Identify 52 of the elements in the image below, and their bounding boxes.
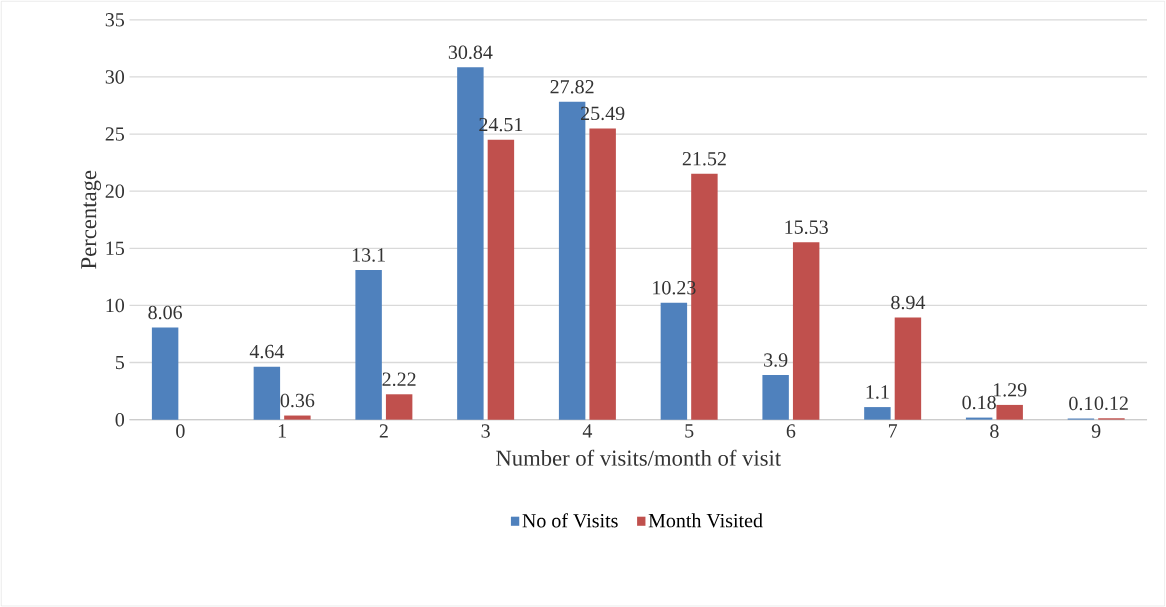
bar bbox=[487, 139, 515, 420]
y-tick-label: 30 bbox=[105, 70, 125, 84]
x-tick-label: 0 bbox=[176, 424, 185, 438]
data-label: 4.64 bbox=[249, 344, 285, 359]
data-label: 0.12 bbox=[1094, 396, 1128, 410]
bar bbox=[762, 374, 789, 420]
x-tick-label: 2 bbox=[379, 424, 388, 438]
data-label: 27.82 bbox=[550, 79, 594, 94]
x-tick-label: 3 bbox=[481, 424, 490, 438]
x-tick-label: 9 bbox=[1091, 424, 1101, 438]
data-label: 1.29 bbox=[993, 383, 1027, 397]
data-label: 2.22 bbox=[382, 372, 416, 386]
data-label: 3.9 bbox=[764, 353, 788, 367]
bar bbox=[792, 242, 820, 420]
y-tick-label: 25 bbox=[105, 127, 125, 141]
data-label: 0.1 bbox=[1069, 396, 1093, 411]
data-label: 0.36 bbox=[280, 393, 315, 408]
bar bbox=[253, 366, 281, 420]
y-tick-label: 15 bbox=[106, 241, 125, 255]
bar bbox=[589, 128, 616, 420]
legend-label: Month Visited bbox=[648, 513, 763, 528]
data-label: 15.53 bbox=[785, 220, 828, 234]
data-label: 0.18 bbox=[962, 395, 996, 410]
data-label: 8.94 bbox=[891, 295, 926, 310]
bar bbox=[996, 404, 1023, 420]
data-label: 21.52 bbox=[682, 151, 726, 166]
y-tick-label: 20 bbox=[105, 184, 125, 198]
y-tick-label: 10 bbox=[106, 298, 125, 313]
x-tick-label: 8 bbox=[990, 424, 999, 438]
x-tick-label: 5 bbox=[685, 424, 694, 438]
x-tick-label: 4 bbox=[582, 424, 593, 438]
x-tick-label: 7 bbox=[888, 424, 898, 438]
y-tick-label: 35 bbox=[105, 13, 125, 27]
bar bbox=[660, 302, 688, 420]
bar bbox=[864, 406, 891, 420]
data-label: 13.1 bbox=[352, 248, 385, 262]
bar bbox=[355, 269, 382, 420]
y-tick-label: 5 bbox=[115, 355, 125, 370]
data-label: 8.06 bbox=[148, 305, 183, 320]
y-axis-title: Percentage bbox=[81, 170, 101, 269]
legend-label: No of Visits bbox=[522, 513, 618, 528]
bar bbox=[965, 417, 993, 420]
data-label: 30.84 bbox=[448, 45, 493, 59]
x-tick-label: 6 bbox=[786, 424, 796, 438]
x-axis-title: Number of visits/month of visit bbox=[496, 449, 781, 466]
bar bbox=[385, 394, 413, 420]
bar bbox=[151, 327, 179, 420]
x-tick-label: 1 bbox=[278, 424, 286, 438]
bar bbox=[284, 415, 311, 420]
y-tick-label: 0 bbox=[115, 412, 125, 427]
data-label: 1.1 bbox=[866, 385, 889, 399]
bar bbox=[894, 317, 922, 420]
